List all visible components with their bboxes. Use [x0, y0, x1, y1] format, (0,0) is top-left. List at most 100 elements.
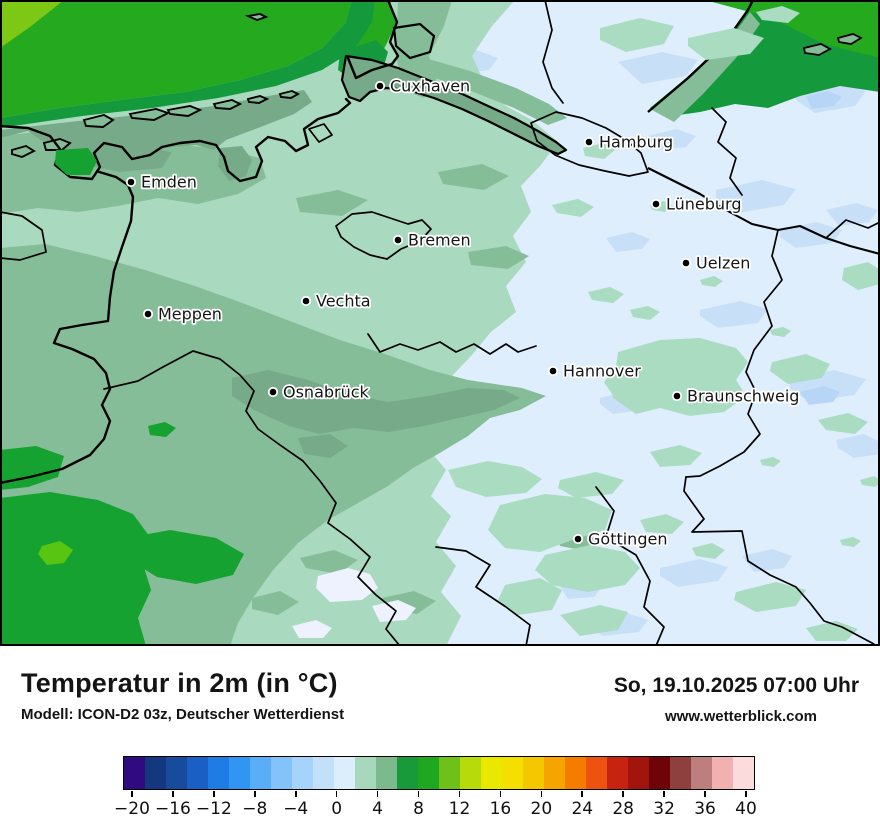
city-marker-dot — [572, 533, 584, 545]
colorbar-tick-label: 40 — [735, 799, 757, 819]
colorbar-segment — [187, 757, 208, 789]
colorbar-segment — [523, 757, 544, 789]
colorbar-segment — [355, 757, 376, 789]
city-marker: Osnabrück — [267, 381, 371, 403]
colorbar-segment — [565, 757, 586, 789]
colorbar-tick-label: 28 — [612, 799, 634, 819]
city-label: Uelzen — [696, 254, 750, 273]
city-marker-dot — [671, 390, 683, 402]
city-marker: Lüneburg — [650, 193, 743, 215]
colorbar-tick — [213, 791, 215, 797]
city-label: Lüneburg — [666, 195, 742, 214]
colorbar-segment — [544, 757, 565, 789]
city-marker: Vechta — [300, 290, 372, 312]
colorbar-segment — [502, 757, 523, 789]
colorbar-tick — [622, 791, 624, 797]
city-marker-dot — [583, 136, 595, 148]
colorbar-tick-label: −8 — [242, 799, 268, 819]
colorbar-segment — [691, 757, 712, 789]
map-patches-pale — [292, 568, 416, 638]
city-marker: Uelzen — [680, 252, 752, 274]
colorbar-tick-label: −20 — [114, 799, 150, 819]
city-marker-dot — [650, 198, 662, 210]
city-label: Osnabrück — [283, 383, 370, 402]
colorbar-segment — [418, 757, 439, 789]
colorbar-segment — [670, 757, 691, 789]
city-marker-dot — [392, 234, 404, 246]
temperature-colorbar — [123, 756, 755, 790]
map-state-borders — [0, 0, 880, 646]
colorbar-tick — [172, 791, 174, 797]
colorbar-segment — [586, 757, 607, 789]
city-marker-dot — [300, 295, 312, 307]
colorbar-segment — [628, 757, 649, 789]
colorbar-segment — [229, 757, 250, 789]
forecast-datetime: So, 19.10.2025 07:00 Uhr — [613, 674, 859, 697]
city-label: Hannover — [563, 362, 641, 381]
map-bay-dollart — [55, 148, 97, 175]
city-label: Bremen — [408, 231, 471, 250]
colorbar-tick — [376, 791, 379, 797]
model-info: Modell: ICON-D2 03z, Deutscher Wetterdie… — [21, 706, 345, 723]
city-marker: Cuxhaven — [374, 75, 472, 97]
colorbar-segment — [460, 757, 481, 789]
map-river-elbe — [340, 54, 568, 156]
colorbar-tick-label: 20 — [530, 799, 553, 819]
colorbar-segment — [313, 757, 334, 789]
city-marker-dot — [680, 257, 692, 269]
city-marker: Göttingen — [572, 528, 669, 550]
website-url: www.wetterblick.com — [665, 708, 817, 725]
city-marker: Braunschweig — [671, 385, 801, 407]
colorbar-tick-label: −12 — [195, 799, 232, 819]
colorbar-segment — [607, 757, 628, 789]
city-layer: Cuxhaven Hamburg Emden Lüneburg Bremen Uelzen… — [125, 75, 801, 550]
colorbar-tick — [663, 791, 665, 797]
city-marker: Hamburg — [583, 131, 675, 153]
city-label: Cuxhaven — [390, 77, 470, 96]
city-marker-dot — [142, 308, 154, 320]
colorbar-tick-label: 24 — [571, 799, 594, 819]
colorbar-tick — [745, 791, 747, 797]
colorbar-segment — [439, 757, 460, 789]
colorbar-tick — [131, 791, 133, 797]
colorbar-segment — [166, 757, 187, 789]
colorbar-tick — [254, 791, 256, 797]
city-label: Emden — [141, 173, 197, 192]
colorbar-tick-label: 16 — [489, 799, 512, 819]
colorbar-segment — [712, 757, 733, 789]
city-label: Vechta — [316, 292, 371, 311]
colorbar-segment — [145, 757, 166, 789]
city-marker-dot — [125, 176, 137, 188]
colorbar-tick — [581, 791, 584, 797]
colorbar-segment — [649, 757, 670, 789]
map-coastline — [0, 0, 400, 183]
map-spot-warm-green — [38, 541, 73, 565]
colorbar-tick-label: 4 — [372, 799, 383, 819]
city-marker: Bremen — [392, 229, 472, 251]
colorbar-tick-label: 36 — [694, 799, 716, 819]
colorbar-segment — [271, 757, 292, 789]
colorbar-segment — [124, 757, 145, 789]
colorbar-tick-label: −4 — [283, 799, 309, 819]
map-border-elbe-southeast — [647, 167, 880, 256]
colorbar-segment — [376, 757, 397, 789]
colorbar-segment — [397, 757, 418, 789]
colorbar-segment — [250, 757, 271, 789]
colorbar-segment — [481, 757, 502, 789]
map-border-netherlands — [0, 169, 135, 485]
colorbar-tick-label: −16 — [154, 799, 191, 819]
map-patches-mint — [448, 6, 880, 641]
colorbar-segment — [208, 757, 229, 789]
map-frame — [0, 0, 880, 646]
colorbar-tick — [499, 791, 502, 797]
colorbar-tick — [294, 791, 297, 797]
map-canvas: Cuxhaven Hamburg Emden Lüneburg Bremen Uelzen… — [0, 0, 880, 646]
city-label: Hamburg — [599, 133, 673, 152]
temperature-map: Cuxhaven Hamburg Emden Lüneburg Bremen Uelzen… — [0, 0, 880, 646]
colorbar-tick-label: 32 — [653, 799, 675, 819]
city-label: Meppen — [158, 305, 222, 324]
city-label: Braunschweig — [687, 387, 799, 406]
colorbar-tick — [335, 791, 338, 797]
city-marker: Emden — [125, 171, 199, 193]
